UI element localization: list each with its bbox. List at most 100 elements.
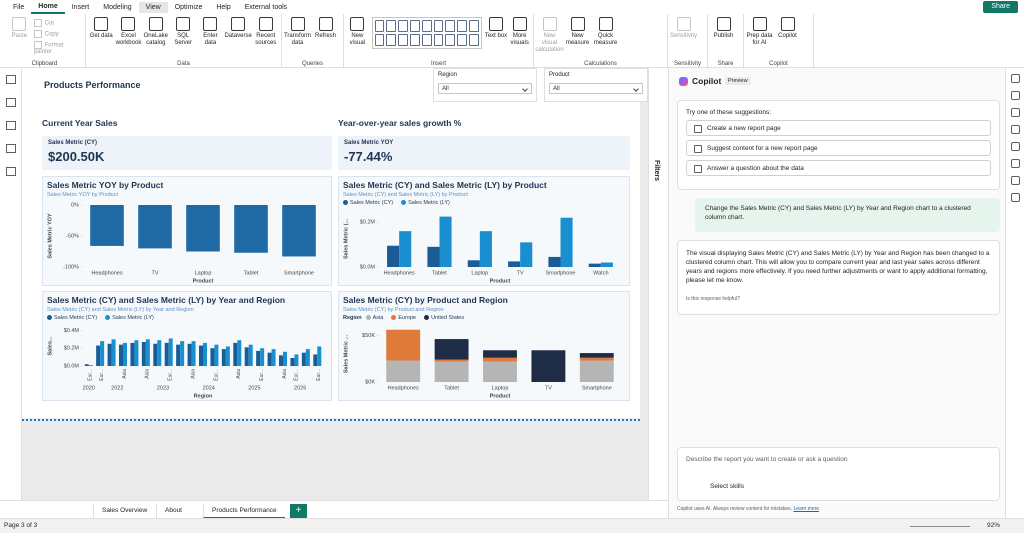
gallery-icon[interactable] — [457, 20, 467, 32]
gallery-icon[interactable] — [421, 34, 432, 46]
bar — [145, 339, 150, 366]
x-group-label: 2020 — [83, 385, 95, 391]
gallery-icon[interactable] — [457, 34, 467, 46]
gallery-icon[interactable] — [445, 34, 456, 46]
bar — [168, 338, 173, 366]
ribbon-button[interactable]: Refresh — [312, 17, 339, 68]
visual-subtitle: Sales Metric (CY) and Sales Metric (LY) … — [343, 192, 468, 198]
gallery-icon[interactable] — [410, 34, 420, 46]
ribbon-button[interactable]: New measure — [564, 17, 591, 68]
zoom-slider[interactable] — [910, 526, 970, 527]
button-icon — [176, 17, 191, 31]
gallery-icon[interactable] — [398, 34, 408, 46]
ribbon-tab[interactable]: Optimize — [174, 3, 203, 11]
slicer[interactable]: Region All — [433, 68, 537, 102]
ribbon-button[interactable]: New visual — [346, 17, 369, 68]
suggestion[interactable]: Suggest content for a new report page — [686, 140, 991, 156]
bar — [123, 342, 127, 366]
disclaimer: Copilot uses AI. Always review content f… — [677, 506, 819, 512]
ribbon-button[interactable]: Transform data — [284, 17, 311, 68]
x-axis-title: Product — [490, 393, 511, 399]
bar — [180, 341, 185, 366]
x-tick-label: Laptop — [471, 270, 488, 276]
ribbon-button[interactable]: SQL Server — [170, 17, 196, 68]
page-tab[interactable]: Products Performance — [203, 504, 285, 519]
slicer-value[interactable]: All — [549, 83, 643, 94]
slicer-value[interactable]: All — [438, 83, 532, 94]
gallery-icon[interactable] — [421, 20, 432, 32]
ribbon-tab[interactable]: Help — [216, 3, 231, 11]
suggestion[interactable]: Create a new report page — [686, 120, 991, 136]
card[interactable]: Sales Metric (CY) $200.50K — [42, 136, 332, 170]
gallery-icon[interactable] — [433, 34, 444, 46]
ribbon-tab[interactable]: External tools — [244, 3, 288, 11]
ribbon-button[interactable]: Prep data for AI — [746, 17, 773, 68]
gallery-icon[interactable] — [374, 20, 385, 32]
suggestion[interactable]: Answer a question about the data — [686, 160, 991, 176]
bar — [153, 343, 158, 366]
gallery-icon[interactable] — [374, 34, 385, 46]
ribbon-button[interactable]: More visuals — [508, 17, 531, 68]
ribbon-button[interactable]: Recent sources — [253, 17, 279, 68]
bar — [579, 360, 614, 382]
bar — [130, 342, 135, 366]
visual-gallery[interactable] — [371, 17, 482, 49]
button-label: SQL Server — [174, 33, 192, 46]
gallery-icon[interactable] — [433, 20, 444, 32]
ribbon-tab[interactable]: Home — [31, 1, 65, 14]
ribbon-button[interactable]: Get data — [88, 17, 114, 68]
legend-label: Europe — [398, 315, 417, 321]
prompt-input[interactable]: Describe the report you want to create o… — [677, 447, 1000, 501]
card-heading: Current Year Sales — [42, 118, 118, 128]
gallery-icon[interactable] — [410, 20, 420, 32]
gallery-icon[interactable] — [445, 20, 456, 32]
gallery-icon[interactable] — [386, 34, 397, 46]
bar — [427, 246, 440, 267]
button-icon — [231, 17, 246, 31]
x-group-label: 2026 — [294, 385, 306, 391]
filters-pane[interactable]: Filters — [648, 68, 668, 500]
visual-title: Sales Metric YOY by Product — [47, 180, 164, 190]
skills-button[interactable]: Select skills — [710, 483, 744, 490]
gallery-icon[interactable] — [398, 20, 408, 32]
share-button[interactable]: Share — [983, 1, 1018, 13]
title-bar: File Home Insert Modeling View Optimize Help Ex… — [0, 0, 1024, 14]
bar — [234, 205, 268, 253]
x-axis-title: Product — [193, 278, 214, 284]
gallery-icon[interactable] — [468, 20, 479, 32]
visual[interactable]: Sales Metric YOY by Product Sales Metric … — [42, 176, 332, 286]
button-label: Dataverse — [224, 33, 252, 39]
page-tab[interactable]: About — [156, 504, 190, 519]
group-label: Data — [177, 61, 190, 67]
suggestions-heading: Try one of these suggestions: — [686, 109, 772, 116]
visual[interactable]: Sales Metric (CY) by Product and Region S… — [338, 291, 630, 401]
card-label: Sales Metric YOY — [344, 140, 394, 146]
ribbon-button[interactable]: Quick measure — [592, 17, 619, 68]
gallery-icon[interactable] — [468, 34, 479, 46]
ribbon-button[interactable]: Publish — [710, 17, 737, 68]
slicer[interactable]: Product All — [544, 68, 648, 102]
visual[interactable]: Sales Metric (CY) and Sales Metric (LY) … — [42, 291, 332, 401]
button-icon — [203, 17, 218, 31]
visual[interactable]: Sales Metric (CY) and Sales Metric (LY) … — [338, 176, 630, 286]
gallery-icon[interactable] — [386, 20, 397, 32]
ribbon-tab[interactable]: Modeling — [103, 3, 132, 11]
ribbon-button[interactable]: Dataverse — [224, 17, 252, 68]
add-page[interactable]: + — [290, 504, 307, 518]
ribbon-tab[interactable]: File — [13, 3, 25, 11]
ribbon-button[interactable]: OneLake catalog — [143, 17, 169, 68]
ribbon-tab[interactable]: View — [138, 1, 168, 13]
ribbon-button[interactable]: Enter data — [197, 17, 223, 68]
button-label: Excel workbook — [115, 33, 142, 46]
button-icon — [318, 17, 333, 31]
ribbon-button[interactable]: Excel workbook — [115, 17, 141, 68]
card[interactable]: Sales Metric YOY -77.44% — [338, 136, 630, 170]
ribbon-button[interactable]: Copilot — [774, 17, 801, 68]
ribbon-tab[interactable]: Insert — [71, 3, 90, 11]
y-axis-title: Sales... — [47, 336, 53, 355]
ribbon-button[interactable]: Text box — [485, 17, 508, 68]
group-label: Queries — [301, 61, 323, 67]
learn-more-link[interactable]: Learn more — [793, 506, 820, 512]
page-tab[interactable]: Sales Overview — [93, 504, 155, 519]
bar — [305, 349, 310, 366]
